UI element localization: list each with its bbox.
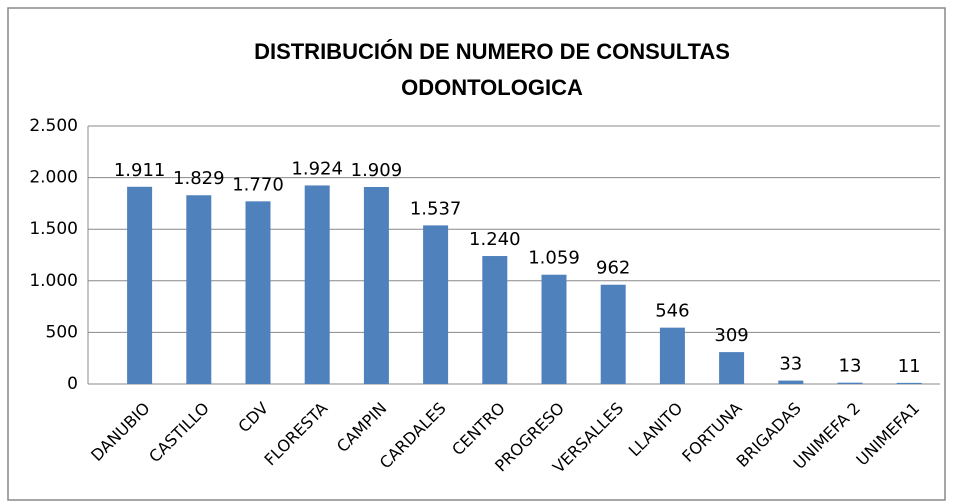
bar xyxy=(778,380,804,384)
y-tick-label: 500 xyxy=(46,322,78,342)
data-label: 1.829 xyxy=(173,168,225,189)
data-label: 546 xyxy=(655,301,689,322)
y-tick-label: 2.500 xyxy=(29,116,78,136)
bar xyxy=(245,201,271,384)
y-tick-label: 1.000 xyxy=(29,271,78,291)
data-label: 309 xyxy=(714,325,748,346)
data-label: 1.059 xyxy=(528,248,580,269)
bar xyxy=(837,382,863,384)
data-label: 1.909 xyxy=(351,160,403,181)
bar xyxy=(186,195,212,384)
bar xyxy=(541,274,567,384)
data-label: 1.537 xyxy=(410,198,462,219)
bar xyxy=(482,256,508,384)
bar xyxy=(423,225,449,384)
data-label: 962 xyxy=(596,258,630,279)
bar xyxy=(600,284,626,384)
bar xyxy=(304,185,330,384)
chart-title: DISTRIBUCIÓN DE NUMERO DE CONSULTAS ODON… xyxy=(254,39,730,100)
data-label: 33 xyxy=(779,354,802,375)
data-label: 1.770 xyxy=(232,174,284,195)
data-label: 1.924 xyxy=(291,158,343,179)
y-tick-label: 1.500 xyxy=(29,219,78,239)
y-tick-label: 0 xyxy=(67,374,78,394)
data-label: 1.240 xyxy=(469,229,521,250)
data-label: 11 xyxy=(898,356,921,377)
y-tick-label: 2.000 xyxy=(29,168,78,188)
bar xyxy=(659,327,685,384)
bar xyxy=(896,382,922,384)
bar xyxy=(363,186,389,384)
bar xyxy=(127,186,153,384)
data-label: 13 xyxy=(839,356,862,377)
bar xyxy=(719,352,745,384)
chart-border xyxy=(7,7,946,501)
data-label: 1.911 xyxy=(114,160,166,181)
